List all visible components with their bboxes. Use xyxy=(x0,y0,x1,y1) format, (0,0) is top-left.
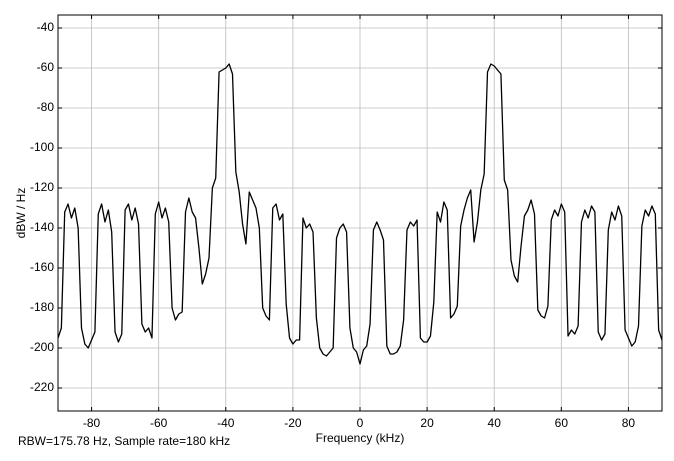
x-tick-label: -20 xyxy=(284,416,302,430)
x-tick-label: 0 xyxy=(357,416,364,430)
x-tick-label: -60 xyxy=(150,416,168,430)
y-tick-label: -140 xyxy=(30,220,54,234)
y-axis-label: dBW / Hz xyxy=(14,188,28,239)
x-tick-label: 20 xyxy=(420,416,434,430)
x-tick-label: -40 xyxy=(217,416,235,430)
x-tick-label: -80 xyxy=(83,416,101,430)
x-tick-label: 60 xyxy=(555,416,569,430)
y-tick-label: -160 xyxy=(30,260,54,274)
x-tick-label: 80 xyxy=(622,416,636,430)
x-axis-label: Frequency (kHz) xyxy=(316,431,405,445)
y-tick-label: -100 xyxy=(30,140,54,154)
y-tick-label: -40 xyxy=(37,20,55,34)
annotation: RBW=175.78 Hz, Sample rate=180 kHz xyxy=(18,434,230,448)
spectrum-line xyxy=(57,63,663,365)
y-tick-label: -60 xyxy=(37,60,55,74)
y-tick-label: -220 xyxy=(30,380,54,394)
plot-frame xyxy=(57,14,663,412)
y-tick-label: -180 xyxy=(30,300,54,314)
x-tick-label: 40 xyxy=(488,416,502,430)
y-tick-label: -200 xyxy=(30,340,54,354)
y-tick-label: -80 xyxy=(37,100,55,114)
y-tick-label: -120 xyxy=(30,180,54,194)
